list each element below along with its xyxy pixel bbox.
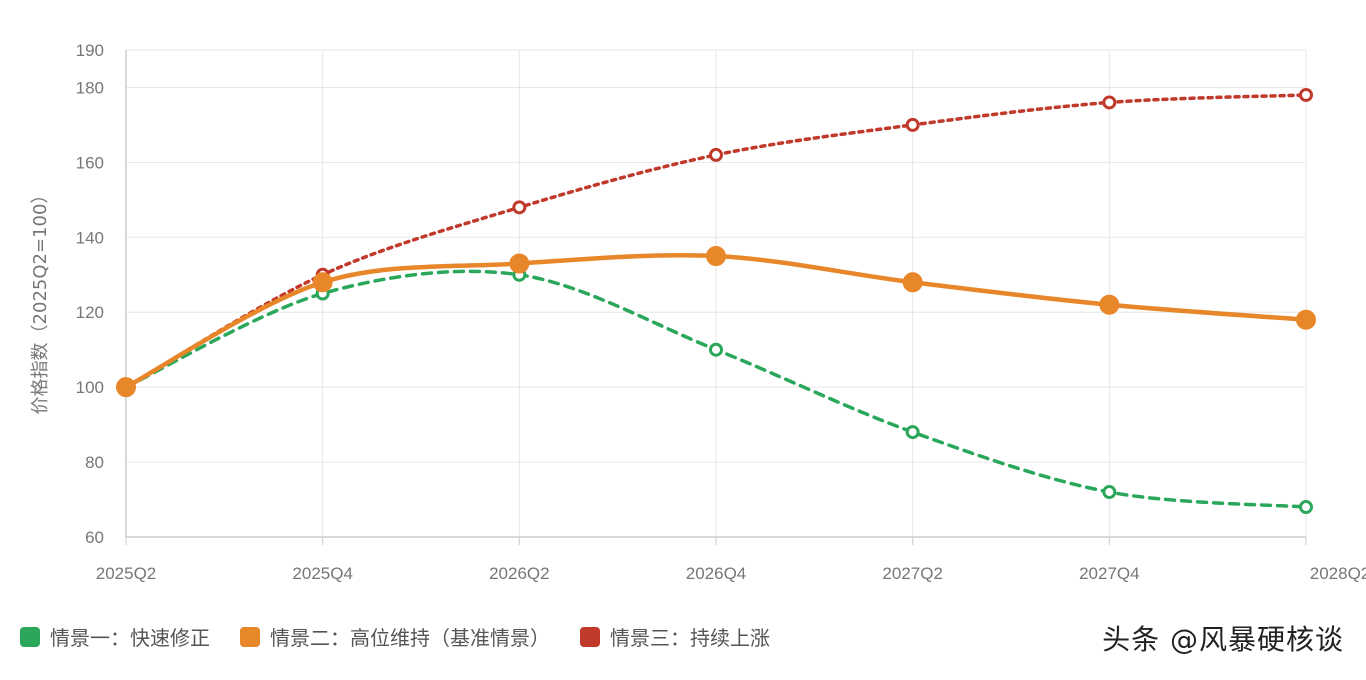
legend-label-scenario-3: 情景三：持续上涨: [610, 626, 770, 650]
data-point[interactable]: [1102, 95, 1117, 110]
y-tick-label: 100: [76, 378, 104, 397]
x-tick-label: 2028Q2: [1310, 564, 1366, 583]
data-point[interactable]: [1099, 294, 1120, 315]
legend-item-scenario-2[interactable]: 情景二：高位维持（基准情景）: [240, 622, 550, 651]
data-point[interactable]: [1299, 87, 1313, 102]
data-point[interactable]: [116, 377, 136, 398]
data-point[interactable]: [709, 342, 723, 357]
data-point[interactable]: [512, 200, 527, 215]
legend-item-scenario-3[interactable]: 情景三：持续上涨: [580, 622, 770, 651]
x-tick-label: 2027Q2: [882, 564, 943, 583]
series-layer: [116, 87, 1316, 515]
y-tick-label: 160: [76, 153, 104, 172]
x-tick-label: 2025Q2: [96, 564, 157, 583]
y-tick-label: 60: [85, 528, 104, 547]
legend-swatch-scenario-2: [240, 626, 260, 647]
x-tick-label: 2027Q4: [1079, 564, 1140, 583]
y-tick-label: 80: [85, 453, 104, 472]
y-tick-label: 140: [76, 228, 104, 247]
x-tick-label: 2026Q4: [686, 564, 747, 583]
series-2: [116, 246, 1316, 398]
data-point[interactable]: [312, 272, 333, 293]
x-tick-label: 2025Q4: [292, 564, 353, 583]
grid: [125, 49, 1307, 538]
watermark: 头条 @风暴硬核谈: [1102, 623, 1344, 656]
data-point[interactable]: [1102, 485, 1117, 500]
y-tick-label: 180: [76, 78, 104, 97]
data-point[interactable]: [1299, 500, 1313, 515]
x-tick-label: 2026Q2: [489, 564, 550, 583]
data-point[interactable]: [509, 253, 530, 274]
legend-item-scenario-1[interactable]: 情景一：快速修正: [20, 622, 210, 651]
legend: 情景一：快速修正 情景二：高位维持（基准情景） 情景三：持续上涨: [20, 622, 770, 651]
legend-label-scenario-1: 情景一：快速修正: [50, 626, 210, 650]
data-point[interactable]: [902, 272, 923, 293]
y-tick-label: 190: [76, 41, 104, 60]
legend-swatch-scenario-3: [580, 626, 600, 647]
data-point[interactable]: [706, 246, 726, 267]
axes: 60 80 100 120 140 160 180 190 2025Q2 2025Q4 2026Q2…: [76, 41, 1366, 583]
legend-swatch-scenario-1: [20, 626, 40, 647]
data-point[interactable]: [709, 147, 723, 162]
legend-label-scenario-2: 情景二：高位维持（基准情景）: [270, 626, 550, 650]
data-point[interactable]: [905, 117, 920, 132]
y-axis-title: 价格指数（2025Q2=100）: [30, 186, 51, 415]
data-point[interactable]: [905, 425, 920, 440]
y-tick-label: 120: [76, 303, 104, 322]
data-point[interactable]: [1296, 309, 1316, 330]
